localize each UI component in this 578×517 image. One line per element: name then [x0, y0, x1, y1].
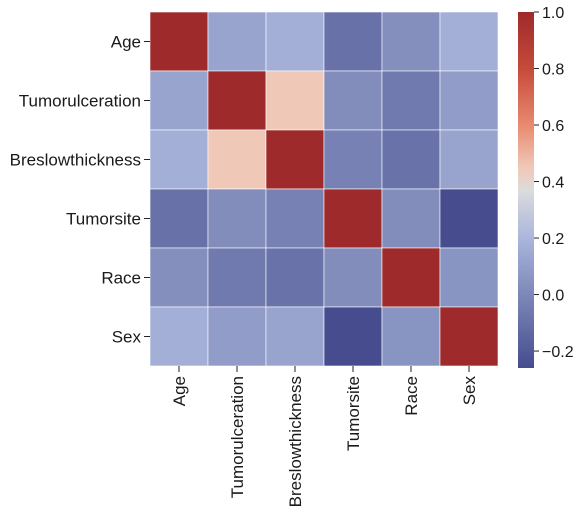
- row-labels: Age Tumorulceration Breslowthickness Tumors…: [10, 33, 150, 347]
- heatmap-cell-tumorulceration-breslowthickness: [265, 70, 325, 131]
- heatmap-cell-age-tumorsite: [323, 11, 383, 72]
- heatmap-cell-tumorulceration-tumorulceration: [207, 70, 267, 131]
- colorbar-tick-label: 0.6: [542, 118, 564, 135]
- heatmap-cell-race-tumorsite: [323, 247, 383, 308]
- heatmap-cell-sex-race: [381, 306, 441, 367]
- heatmap-cell-tumorsite-breslowthickness: [265, 188, 325, 249]
- colorbar-tick-label: 0.2: [542, 231, 564, 248]
- colorbar-tick-label: 1.0: [542, 5, 564, 22]
- heatmap-cell-breslowthickness-tumorsite: [323, 129, 383, 190]
- heatmap-cell-tumorsite-tumorulceration: [207, 188, 267, 249]
- heatmap-cell-sex-sex: [439, 306, 499, 367]
- row-label-tumorulceration: Tumorulceration: [19, 92, 141, 111]
- heatmap-cell-age-sex: [439, 11, 499, 72]
- heatmap-cell-race-age: [149, 247, 209, 308]
- column-labels: Age Tumorulceration Breslowthickness Tumors…: [170, 366, 479, 507]
- heatmap-cell-tumorulceration-age: [149, 70, 209, 131]
- heatmap-cell-race-breslowthickness: [265, 247, 325, 308]
- heatmap-cell-tumorsite-race: [381, 188, 441, 249]
- colorbar: 1.0 0.8 0.6 0.4 0.2 0.0 −0.2: [518, 5, 574, 368]
- heatmap-cells: [149, 11, 499, 367]
- column-label-tumorulceration: Tumorulceration: [228, 376, 247, 498]
- colorbar-ticks: 1.0 0.8 0.6 0.4 0.2 0.0 −0.2: [534, 5, 574, 361]
- heatmap-cell-breslowthickness-race: [381, 129, 441, 190]
- heatmap-cell-breslowthickness-breslowthickness: [265, 129, 325, 190]
- column-label-age: Age: [170, 376, 189, 406]
- heatmap-cell-tumorulceration-race: [381, 70, 441, 131]
- heatmap-cell-tumorulceration-tumorsite: [323, 70, 383, 131]
- colorbar-tick-label: −0.2: [542, 344, 574, 361]
- heatmap-cell-breslowthickness-sex: [439, 129, 499, 190]
- heatmap-cell-sex-tumorsite: [323, 306, 383, 367]
- colorbar-tick-label: 0.8: [542, 62, 564, 79]
- heatmap-cell-age-breslowthickness: [265, 11, 325, 72]
- heatmap-cell-breslowthickness-age: [149, 129, 209, 190]
- heatmap-cell-tumorulceration-sex: [439, 70, 499, 131]
- heatmap-cell-race-sex: [439, 247, 499, 308]
- colorbar-tick-label: 0.4: [542, 175, 564, 192]
- heatmap-cell-age-tumorulceration: [207, 11, 267, 72]
- row-label-race: Race: [101, 269, 141, 288]
- heatmap-cell-tumorsite-age: [149, 188, 209, 249]
- heatmap-cell-age-race: [381, 11, 441, 72]
- heatmap-cell-tumorsite-sex: [439, 188, 499, 249]
- colorbar-tick-label: 0.0: [542, 288, 564, 305]
- column-label-breslowthickness: Breslowthickness: [286, 376, 305, 507]
- row-label-age: Age: [111, 33, 141, 52]
- heatmap-cell-breslowthickness-tumorulceration: [207, 129, 267, 190]
- heatmap-cell-sex-age: [149, 306, 209, 367]
- heatmap-cell-age-age: [149, 11, 209, 72]
- heatmap-cell-race-tumorulceration: [207, 247, 267, 308]
- heatmap-cell-tumorsite-tumorsite: [323, 188, 383, 249]
- heatmap-cell-sex-tumorulceration: [207, 306, 267, 367]
- heatmap-cell-sex-breslowthickness: [265, 306, 325, 367]
- column-label-race: Race: [402, 376, 421, 416]
- heatmap-cell-race-race: [381, 247, 441, 308]
- row-label-tumorsite: Tumorsite: [66, 210, 141, 229]
- column-label-tumorsite: Tumorsite: [344, 376, 363, 451]
- row-label-sex: Sex: [112, 328, 142, 347]
- column-label-sex: Sex: [460, 376, 479, 406]
- colorbar-gradient: [518, 12, 534, 368]
- row-label-breslowthickness: Breslowthickness: [10, 151, 141, 170]
